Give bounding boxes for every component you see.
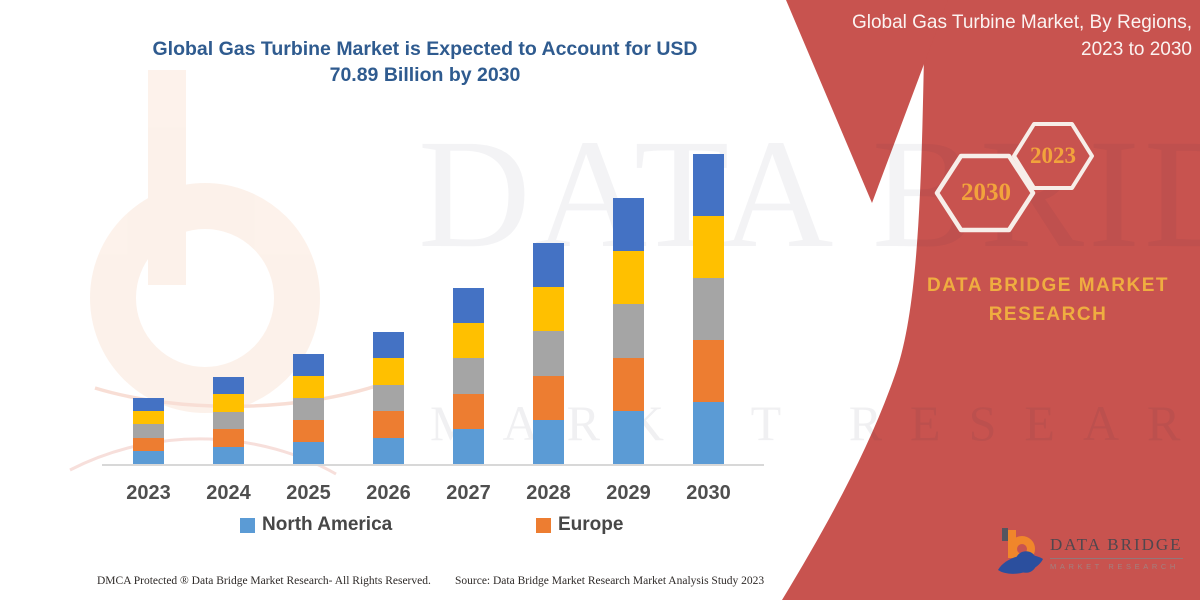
bar-segment-unlabeled-darkblue (373, 332, 404, 358)
bar-segment-unlabeled-yellow (533, 287, 564, 331)
bar-segment-unlabeled-darkblue (613, 198, 644, 251)
bar-segment-North America (613, 411, 644, 464)
bar-segment-Europe (213, 429, 244, 447)
bar-2026 (373, 332, 404, 464)
banner-title: Global Gas Turbine Market, By Regions, 2… (851, 12, 1192, 60)
bar-2023 (133, 398, 164, 464)
dbmr-logo-block: DATA BRIDGE MARKET RESEARCH (1050, 535, 1183, 571)
hexagon-2023: 2023 (1012, 122, 1094, 190)
bar-segment-unlabeled-gray (133, 424, 164, 438)
bar-segment-unlabeled-yellow (293, 376, 324, 398)
bar-segment-unlabeled-yellow (373, 358, 404, 385)
red-ribbon-shape (782, 0, 1200, 600)
x-tick-2029: 2029 (606, 482, 651, 504)
bar-segment-unlabeled-darkblue (693, 154, 724, 216)
logo-subtitle: MARKET RESEARCH (1050, 562, 1179, 571)
bar-segment-unlabeled-gray (693, 278, 724, 340)
logo-name: DATA BRIDGE (1050, 535, 1183, 559)
legend-swatch (536, 517, 551, 533)
x-tick-2023: 2023 (126, 482, 171, 504)
bar-segment-unlabeled-gray (533, 331, 564, 376)
legend-item-europe: Europe (536, 514, 623, 536)
x-tick-2026: 2026 (366, 482, 411, 504)
x-tick-2024: 2024 (206, 482, 251, 504)
source-text: Source: Data Bridge Market Research Mark… (455, 575, 765, 587)
bar-segment-Europe (613, 358, 644, 411)
bar-segment-unlabeled-darkblue (293, 354, 324, 376)
bar-segment-Europe (133, 438, 164, 451)
dbmr-logo-icon (998, 528, 1043, 574)
bar-segment-North America (533, 420, 564, 464)
legend-label: Europe (558, 514, 624, 535)
bar-segment-North America (293, 442, 324, 464)
legend-label: North America (262, 514, 393, 535)
dbmr-logo-watermark (69, 70, 383, 476)
bar-2029 (613, 198, 644, 464)
hexagon-2023-label: 2023 (1030, 143, 1076, 168)
bar-segment-unlabeled-gray (293, 398, 324, 420)
brand-text: DATA BRIDGE MARKET RESEARCH (927, 275, 1169, 325)
bar-segment-North America (693, 402, 724, 464)
bar-segment-unlabeled-yellow (613, 251, 644, 304)
x-tick-2028: 2028 (526, 482, 571, 504)
bar-segment-unlabeled-darkblue (133, 398, 164, 411)
bar-segment-unlabeled-yellow (693, 216, 724, 278)
bar-2030 (693, 154, 724, 464)
x-axis-line (102, 464, 764, 466)
hexagon-2030-label: 2030 (961, 179, 1011, 206)
bar-2025 (293, 354, 324, 464)
bar-segment-unlabeled-darkblue (533, 243, 564, 287)
bar-segment-Europe (373, 411, 404, 438)
bar-segment-unlabeled-darkblue (213, 377, 244, 394)
legend-item-north-america: North America (240, 514, 392, 536)
bar-segment-Europe (453, 394, 484, 429)
bar-segment-unlabeled-yellow (453, 323, 484, 358)
bar-2027 (453, 288, 484, 464)
bar-segment-Europe (533, 376, 564, 420)
bar-segment-North America (133, 451, 164, 464)
bar-segment-unlabeled-gray (613, 304, 644, 358)
page-title: Global Gas Turbine Market is Expected to… (152, 38, 698, 87)
bar-segment-Europe (693, 340, 724, 402)
bar-segment-North America (373, 438, 404, 464)
legend-swatch (240, 517, 255, 533)
x-tick-2025: 2025 (286, 482, 331, 504)
bar-segment-unlabeled-yellow (133, 411, 164, 424)
bar-segment-North America (453, 429, 484, 464)
bar-segment-North America (213, 447, 244, 464)
x-tick-2030: 2030 (686, 482, 731, 504)
bar-segment-unlabeled-gray (373, 385, 404, 411)
bar-2028 (533, 243, 564, 464)
bar-segment-unlabeled-darkblue (453, 288, 484, 323)
copyright-text: DMCA Protected ® Data Bridge Market Rese… (97, 575, 431, 587)
bar-segment-unlabeled-yellow (213, 394, 244, 412)
hexagon-2030: 2030 (934, 153, 1036, 233)
bar-segment-unlabeled-gray (453, 358, 484, 394)
x-tick-2027: 2027 (446, 482, 491, 504)
bar-segment-unlabeled-gray (213, 412, 244, 429)
bar-segment-Europe (293, 420, 324, 442)
bar-2024 (213, 377, 244, 464)
